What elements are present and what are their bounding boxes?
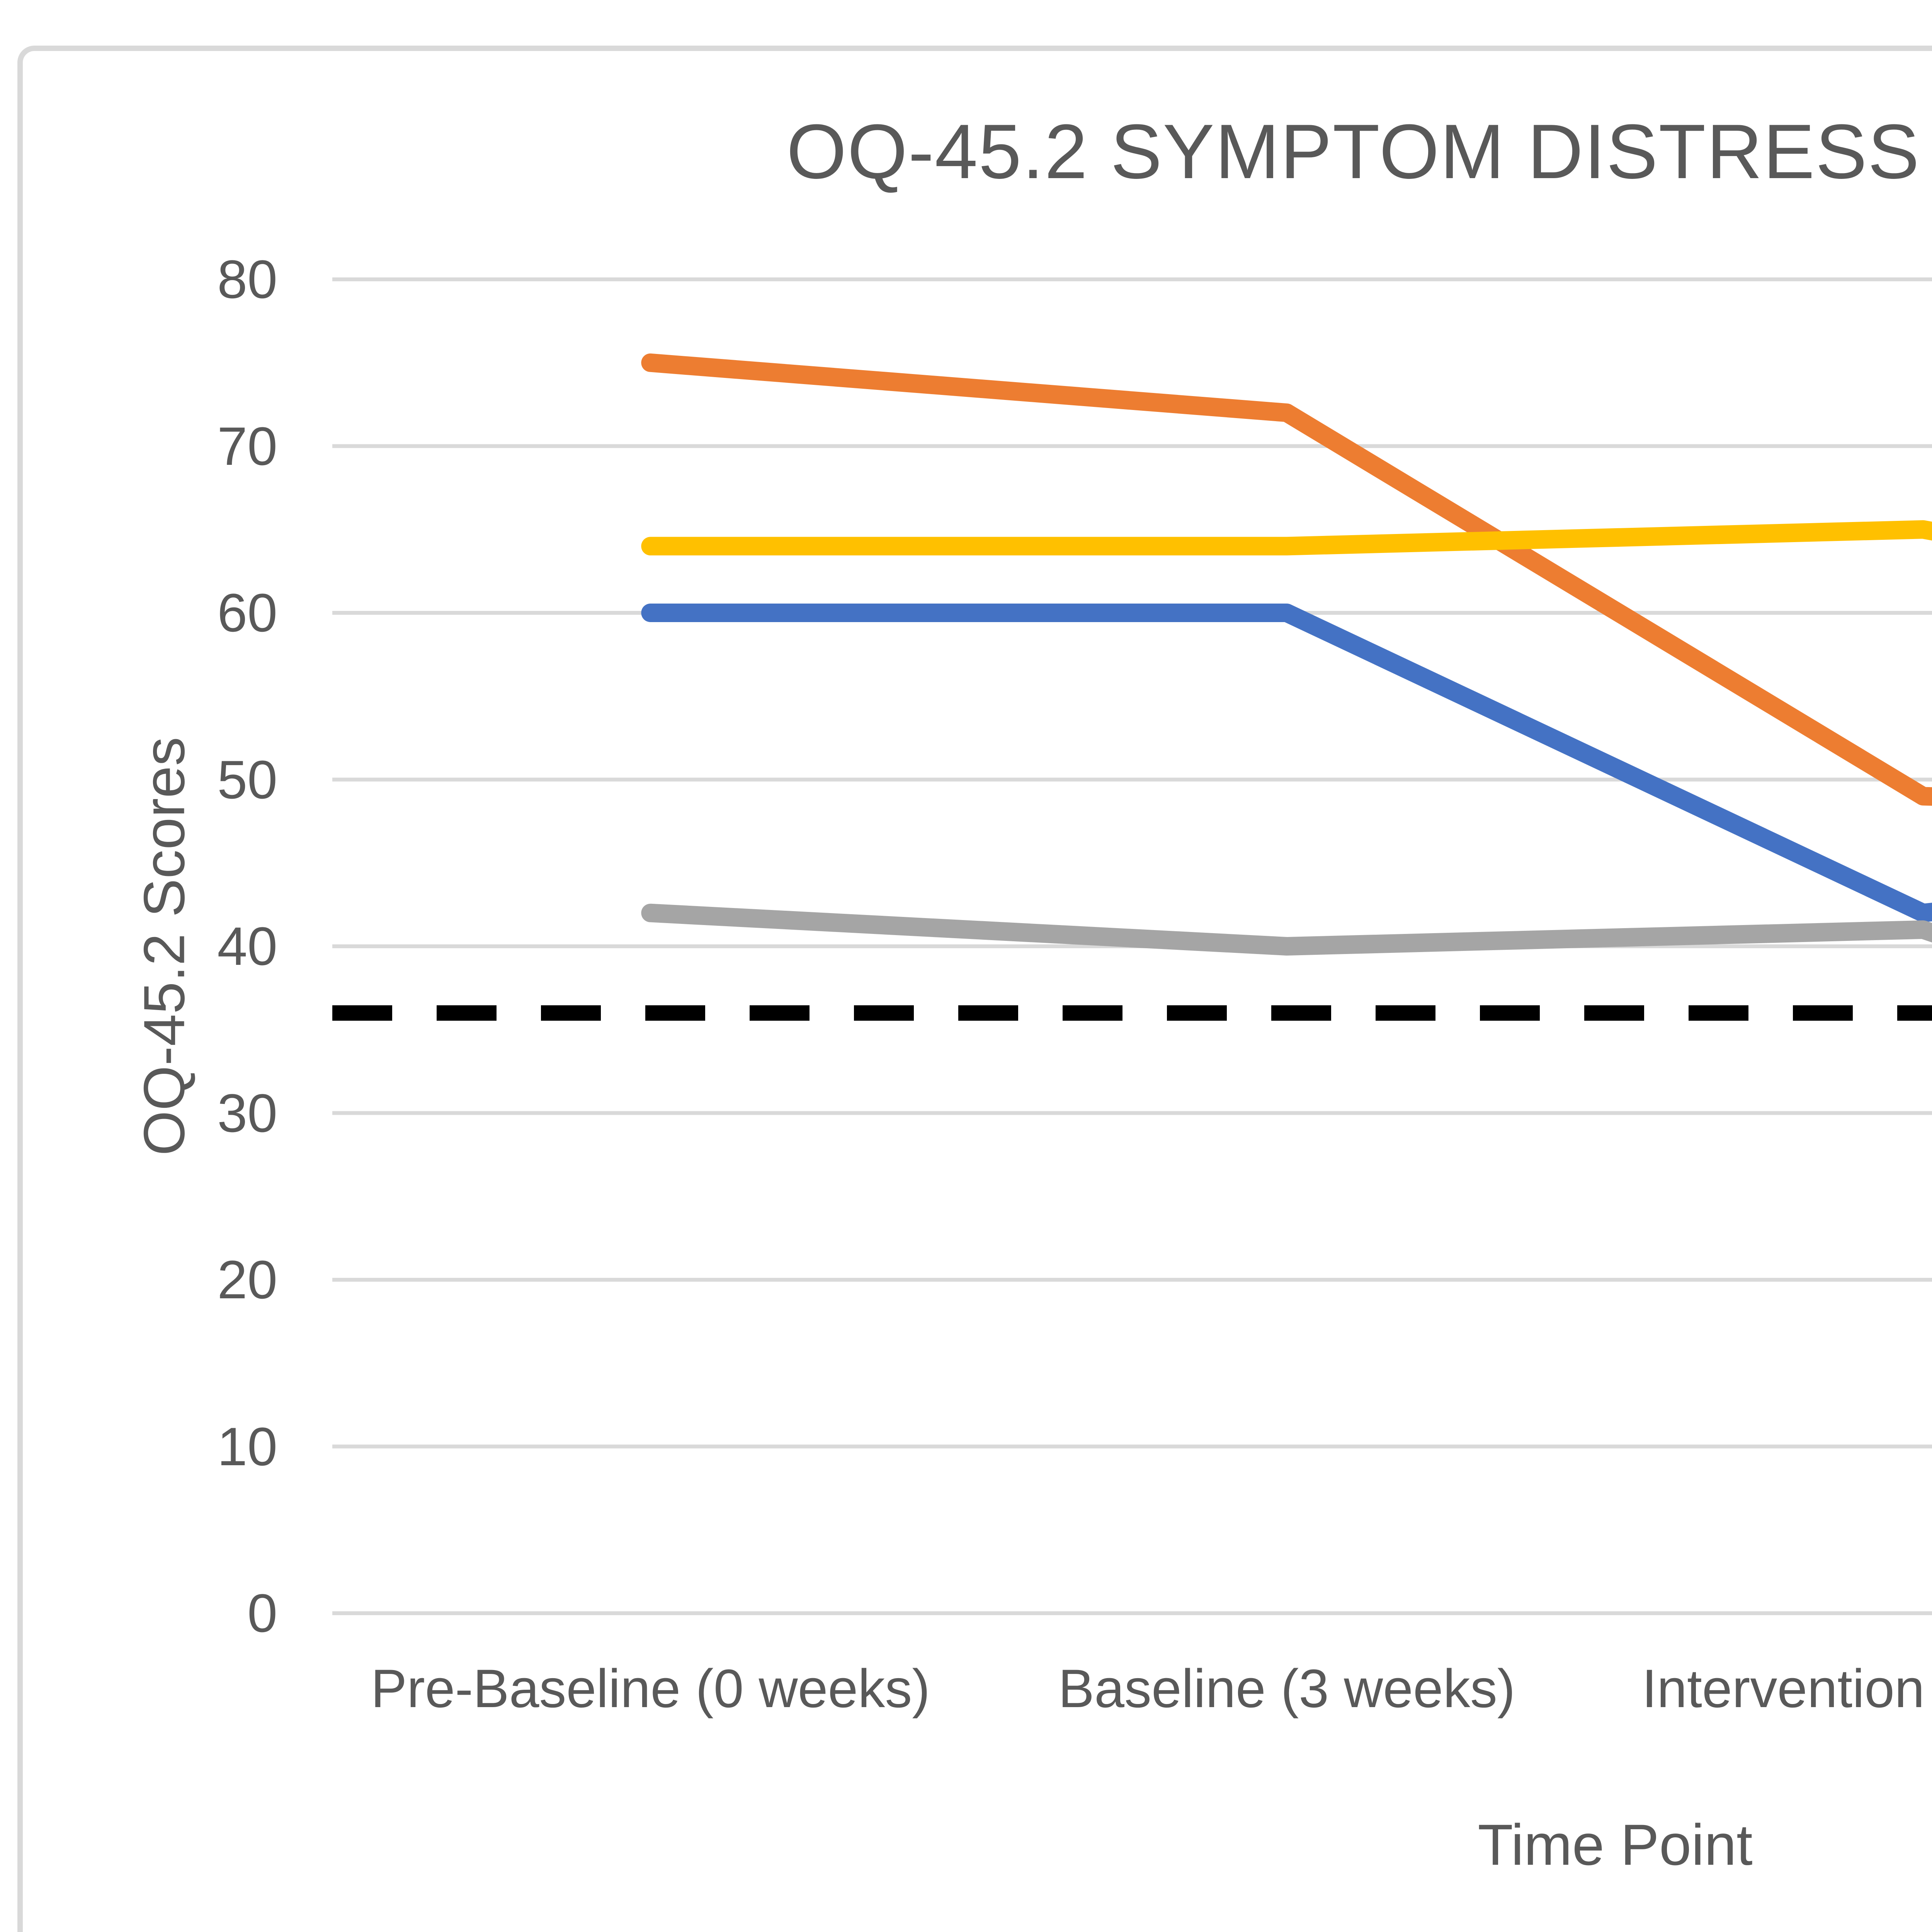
series-line-participant-2 — [641, 353, 1932, 806]
series-line-participant-3 — [641, 903, 1932, 956]
y-tick-label-60: 60 — [217, 582, 277, 643]
chart-frame — [17, 46, 1932, 1932]
y-tick-label-0: 0 — [247, 1583, 277, 1643]
series-line-participant-1 — [641, 604, 1932, 922]
y-tick-label-50: 50 — [217, 749, 277, 810]
y-tick-label-80: 80 — [217, 249, 277, 310]
y-tick-label-10: 10 — [217, 1416, 277, 1477]
y-tick-label-20: 20 — [217, 1249, 277, 1310]
y-axis-title: OQ-45.2 Scores — [131, 737, 197, 1156]
chart-title: OQ-45.2 SYMPTOM DISTRESS SCALE — [786, 109, 1932, 195]
x-axis-title: Time Point — [1478, 1812, 1753, 1877]
x-tick-label-1: Pre-Baseline (0 weeks) — [371, 1658, 930, 1719]
y-tick-label-70: 70 — [217, 415, 277, 476]
y-tick-label-40: 40 — [217, 916, 277, 976]
series-line-participant-4 — [641, 520, 1932, 556]
x-tick-label-3: Intervention (13 weeks) — [1642, 1658, 1932, 1719]
x-tick-label-2: Baseline (3 weeks) — [1058, 1658, 1515, 1719]
y-tick-label-30: 30 — [217, 1082, 277, 1143]
